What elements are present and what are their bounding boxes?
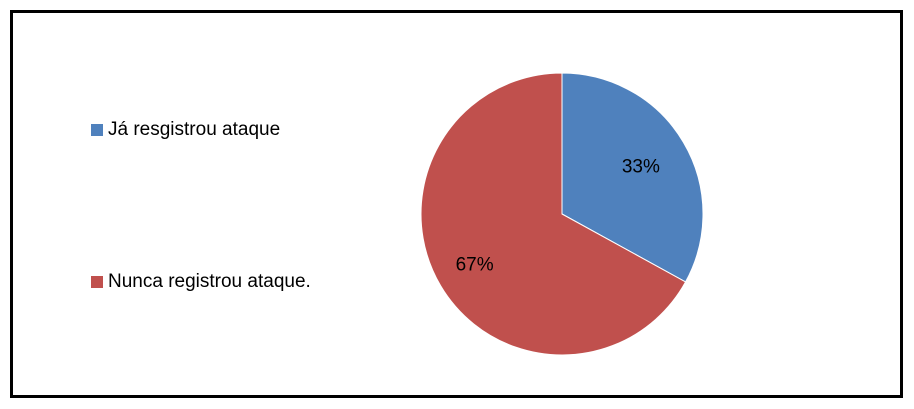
legend-swatch-red: [91, 276, 103, 288]
legend-item-already-registered: Já resgistrou ataque: [91, 116, 318, 144]
data-label-1: 33%: [622, 156, 660, 177]
pie-slice-2: [420, 72, 687, 356]
data-label-2: 67%: [456, 255, 494, 276]
legend-label: Já resgistrou ataque: [108, 119, 281, 140]
legend-swatch-blue: [91, 124, 103, 136]
legend-label: Nunca registrou ataque.: [108, 271, 311, 292]
pie-slice-1: [561, 72, 704, 283]
legend-item-never-registered: Nunca registrou ataque.: [91, 268, 318, 296]
